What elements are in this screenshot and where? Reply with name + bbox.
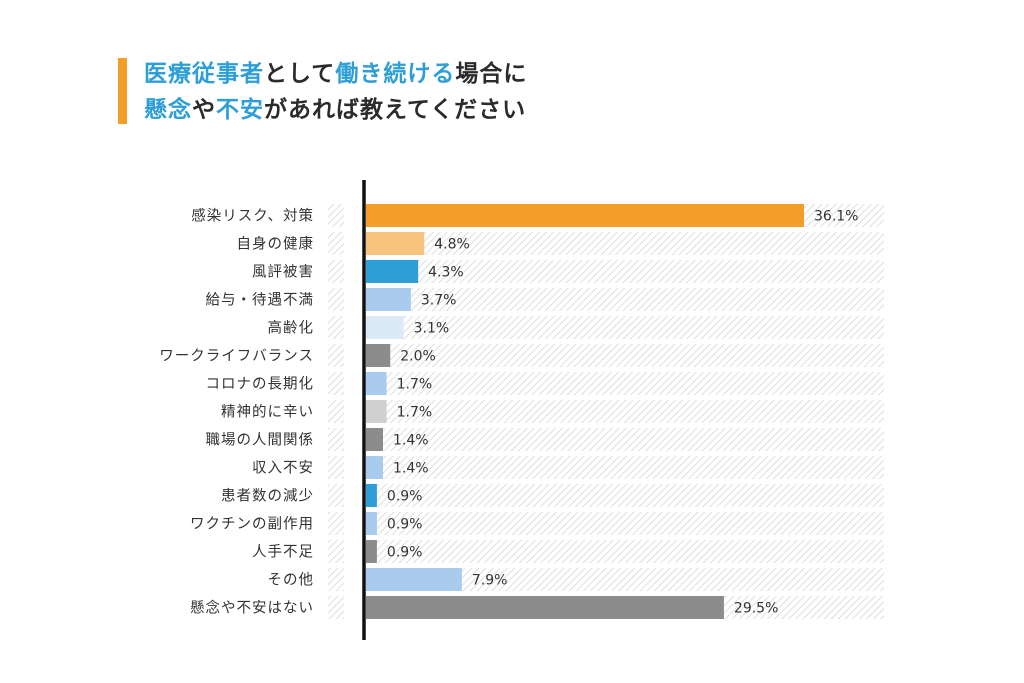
bar-track	[366, 400, 884, 423]
value-label: 3.7%	[421, 293, 457, 309]
bar	[366, 400, 387, 423]
bar	[366, 204, 804, 227]
label-hatch	[328, 232, 344, 255]
bar-track	[366, 484, 884, 507]
bar-track	[366, 428, 884, 451]
category-label: 人手不足	[252, 544, 314, 561]
title-line-2: 懸念や不安があれば教えてください	[144, 92, 527, 128]
category-label: 感染リスク、対策	[191, 208, 314, 225]
bar-track	[366, 288, 884, 311]
bar	[366, 596, 724, 619]
value-label: 0.9%	[387, 545, 423, 561]
title-accent-bar	[118, 58, 127, 124]
category-label: 職場の人間関係	[206, 432, 315, 449]
value-label: 1.4%	[393, 461, 429, 477]
bar	[366, 288, 411, 311]
category-label: コロナの長期化	[206, 376, 315, 393]
title-segment: として	[264, 61, 336, 87]
category-label: 給与・待遇不満	[206, 292, 315, 309]
label-hatch	[328, 540, 344, 563]
bar	[366, 512, 377, 535]
value-label: 4.3%	[428, 265, 464, 281]
label-hatch	[328, 204, 344, 227]
label-hatch	[328, 512, 344, 535]
category-label: 高齢化	[268, 320, 315, 337]
label-hatch	[328, 568, 344, 591]
label-hatch	[328, 288, 344, 311]
label-hatch	[328, 484, 344, 507]
category-label: 患者数の減少	[221, 488, 314, 505]
category-label: 収入不安	[252, 460, 314, 477]
bar-track	[366, 232, 884, 255]
bar-track	[366, 456, 884, 479]
value-label: 4.8%	[434, 237, 470, 253]
bar	[366, 428, 383, 451]
value-label: 1.4%	[393, 433, 429, 449]
title-segment: や	[192, 97, 216, 123]
title-line-1: 医療従事者として働き続ける場合に	[144, 56, 527, 92]
bar	[366, 344, 391, 367]
title-segment: 働き続ける	[335, 61, 456, 87]
value-label: 1.7%	[397, 405, 433, 421]
category-label: 風評被害	[252, 264, 314, 281]
label-hatch	[328, 428, 344, 451]
bar	[366, 484, 377, 507]
bar	[366, 232, 425, 255]
title-segment: 不安	[216, 97, 264, 123]
category-label: 精神的に辛い	[221, 404, 314, 421]
title-segment: 懸念	[144, 97, 192, 123]
value-label: 1.7%	[397, 377, 433, 393]
label-hatch	[328, 344, 344, 367]
bar	[366, 260, 419, 283]
title-segment: 医療従事者	[144, 61, 264, 87]
bar-track	[366, 568, 884, 591]
value-label: 36.1%	[814, 209, 858, 225]
bar-track	[366, 372, 884, 395]
value-label: 2.0%	[400, 349, 436, 365]
value-labels: 36.1% 4.8% 4.3% 3.7% 3.1% 2.0% 1.7% 1.7% 1.4% 1.4…	[387, 209, 859, 617]
bar	[366, 568, 462, 591]
label-hatch	[328, 316, 344, 339]
label-hatch	[328, 456, 344, 479]
chart-title: 医療従事者として働き続ける場合に 懸念や不安があれば教えてください	[118, 56, 526, 128]
label-hatch	[328, 260, 344, 283]
bar	[366, 372, 387, 395]
bar-track	[366, 540, 884, 563]
category-label: その他	[268, 572, 315, 589]
category-label: ワクチンの副作用	[190, 516, 314, 533]
value-label: 0.9%	[387, 489, 423, 505]
title-segment: 場合に	[455, 61, 528, 87]
value-label: 0.9%	[387, 517, 423, 533]
category-labels: 感染リスク、対策自身の健康風評被害給与・待遇不満高齢化ワークライフバランスコロナ…	[159, 208, 315, 617]
title-segment: があれば教えてください	[264, 97, 527, 123]
bar-track	[366, 316, 884, 339]
category-label: ワークライフバランス	[159, 348, 314, 365]
label-hatch	[328, 400, 344, 423]
category-label: 自身の健康	[237, 236, 315, 253]
bar-track	[366, 512, 884, 535]
bar-track	[366, 260, 884, 283]
label-hatch	[328, 596, 344, 619]
bars	[366, 204, 804, 619]
label-hatch	[328, 372, 344, 395]
bar-track	[366, 344, 884, 367]
bar	[366, 540, 377, 563]
value-label: 29.5%	[734, 601, 778, 617]
bar	[366, 316, 404, 339]
bar	[366, 456, 383, 479]
value-label: 3.1%	[414, 321, 450, 337]
category-label: 懸念や不安はない	[190, 599, 314, 617]
value-label: 7.9%	[472, 573, 508, 589]
